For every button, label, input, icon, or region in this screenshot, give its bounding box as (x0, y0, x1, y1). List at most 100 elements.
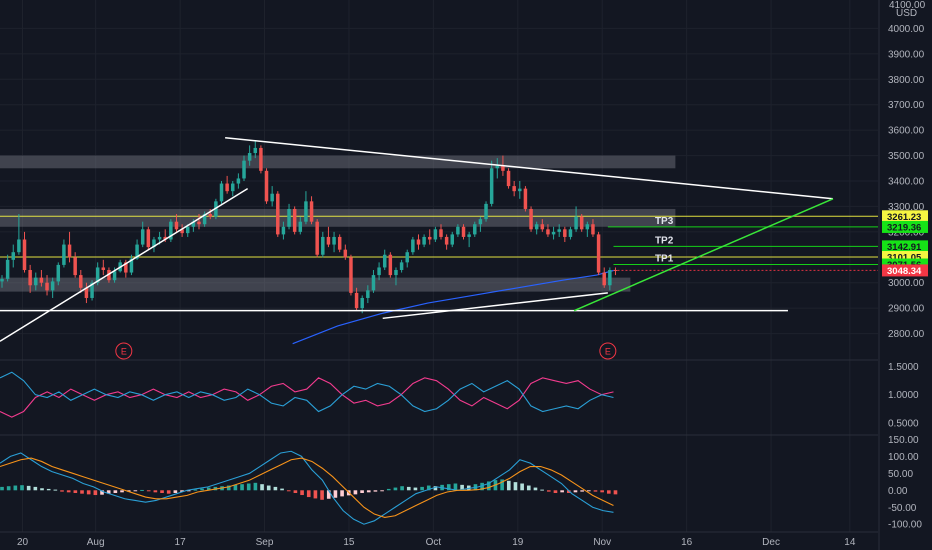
time-tick-label: Aug (87, 537, 105, 548)
macd-histogram-bar (266, 485, 271, 491)
candle (236, 173, 241, 189)
candle-body (231, 183, 235, 192)
candle-body (50, 281, 55, 291)
price-tag: 3142.91 (882, 240, 928, 253)
candle-body (185, 226, 190, 234)
candle-body (501, 165, 505, 171)
macd-histogram-bar (500, 479, 504, 491)
candle-body (242, 160, 246, 179)
macd-histogram-bar (540, 489, 544, 491)
candle-body (140, 229, 145, 245)
candle (304, 191, 308, 225)
macd-histogram-bar (146, 490, 151, 492)
candle (0, 275, 4, 288)
support-resistance-zone (0, 155, 676, 169)
candle (591, 219, 595, 237)
macd-histogram-bar (413, 487, 418, 491)
candle-body (602, 272, 606, 286)
candle-body (146, 229, 151, 248)
macd-histogram-bar (553, 490, 558, 493)
macd-histogram-bar (573, 490, 578, 493)
macd-histogram-bar (173, 490, 178, 493)
candle (90, 280, 94, 301)
candle (84, 282, 89, 304)
candle-body (45, 282, 49, 291)
time-tick-label: 20 (17, 537, 29, 548)
candle-body (518, 188, 522, 192)
candle-body (551, 231, 556, 235)
macd-histogram-bar (6, 486, 11, 491)
macd-histogram-bar (400, 486, 404, 491)
macd-histogram-bar (386, 488, 391, 491)
candle-body (557, 229, 561, 232)
earnings-marker-label: E (605, 347, 611, 357)
candle (444, 234, 449, 250)
candle-body (444, 236, 449, 245)
time-tick-label: 16 (681, 537, 693, 548)
candle-body (422, 236, 426, 245)
candle (343, 244, 348, 260)
macd-histogram-bar (426, 485, 431, 491)
price-tick-label: 2900.00 (888, 304, 925, 315)
oscillator-pane: 0.5000 1.0000 1.5000 (0, 362, 919, 429)
macd-histogram-bar (313, 490, 318, 499)
candle-body (276, 193, 280, 235)
price-tag: 3219.36 (882, 220, 928, 233)
candle-body (377, 267, 381, 276)
candle-body (298, 221, 303, 232)
candle-body (135, 244, 139, 259)
candle (450, 231, 455, 248)
time-tick-label: 15 (343, 537, 355, 548)
price-tick-label: 3500.00 (888, 151, 925, 162)
candle (394, 267, 398, 286)
candle (568, 226, 573, 240)
macd-histogram-bar (373, 490, 378, 492)
macd-tick-label: 0.00 (888, 486, 908, 497)
candle-body (568, 229, 573, 237)
macd-histogram-bar (606, 490, 611, 494)
macd-histogram-bar (60, 490, 64, 492)
candle-body (17, 239, 21, 253)
macd-histogram-bar (286, 490, 291, 492)
candle (225, 175, 229, 194)
macd-histogram-bar (206, 487, 211, 491)
macd-histogram-bar (506, 480, 511, 491)
price-tick-label: 3800.00 (888, 75, 925, 86)
candle (292, 206, 297, 235)
price-tag: 3261.23 (882, 210, 928, 223)
macd-histogram-bar (153, 490, 158, 493)
price-axis[interactable]: 4100.00 USD 2800.002900.003000.003100.00… (888, 0, 926, 340)
macd-histogram-bar (33, 486, 38, 491)
macd-tick-label: -50.00 (888, 503, 917, 514)
candle (270, 186, 274, 207)
candle (563, 226, 567, 243)
price-tag-background (882, 264, 928, 277)
support-resistance-zone (0, 277, 631, 292)
macd-histogram-bar (193, 489, 198, 491)
earnings-marker-circle (599, 342, 617, 360)
candle-body (67, 244, 72, 258)
price-tick-label: 3900.00 (888, 49, 925, 60)
macd-histogram-bar (246, 483, 251, 491)
macd-histogram-bar (566, 490, 571, 493)
candle-body (596, 234, 601, 273)
candle-body (0, 278, 4, 282)
candle-body (39, 277, 44, 283)
candlesticks (0, 140, 618, 314)
candle-body (382, 254, 387, 268)
candle-body (332, 236, 336, 245)
candle-body (495, 165, 500, 169)
time-axis[interactable]: 20 Aug 17 Sep 15 Oct 19 Nov 16 Dec 14 (17, 537, 856, 548)
support-resistance-zone (0, 208, 676, 227)
price-axis-top-label: 4100.00 (889, 0, 926, 11)
price-tag-value: 3142.91 (887, 242, 922, 253)
candle-body (456, 226, 460, 235)
macd-histogram-bar (20, 485, 24, 491)
candle (208, 208, 212, 220)
macd-histogram-bar (40, 488, 44, 491)
macd-histogram-bar (453, 483, 458, 491)
candle (602, 267, 606, 288)
macd-histogram-bar (360, 490, 364, 493)
candle-body (388, 254, 393, 276)
price-level-lines (0, 215, 878, 271)
